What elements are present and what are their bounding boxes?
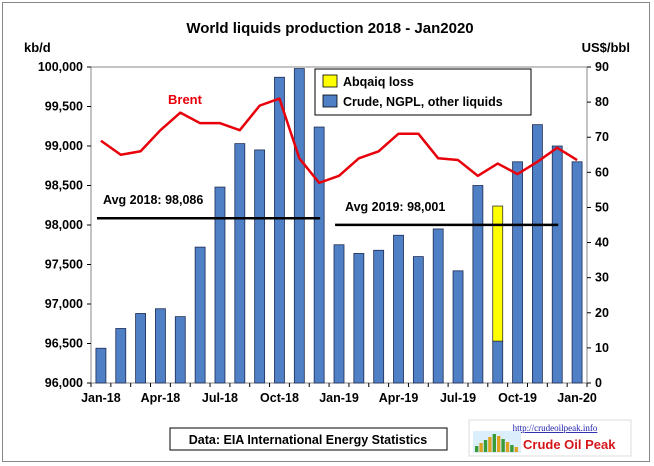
x-axis: Jan-18 Apr-18 Jul-18 Oct-18 Jan-19 Apr-19 Jul-… bbox=[81, 383, 597, 405]
logo-peak-bar bbox=[514, 447, 518, 452]
right-tick-label: 20 bbox=[595, 306, 609, 320]
bar-crude-Jan-19 bbox=[333, 244, 345, 384]
chart: World liquids production 2018 - Jan2020 … bbox=[24, 20, 632, 457]
x-tick-label: Apr-19 bbox=[379, 391, 419, 405]
bar-crude-Jun-19 bbox=[432, 228, 444, 384]
bar-crude-Jul-18 bbox=[214, 186, 226, 384]
right-tick-label: 70 bbox=[595, 130, 609, 144]
x-tick-label: Jan-19 bbox=[319, 391, 359, 405]
bar-crude-Jan-18 bbox=[95, 347, 107, 384]
right-tick-label: 40 bbox=[595, 236, 609, 250]
x-tick-label: Oct-18 bbox=[260, 391, 299, 405]
logo-peak-bar bbox=[483, 440, 488, 452]
brent-label: Brent bbox=[168, 92, 203, 107]
logo-peak-bar bbox=[479, 443, 483, 452]
bar-crude-Apr-19 bbox=[393, 234, 404, 384]
brent-series bbox=[100, 97, 578, 185]
logo-peak-bar bbox=[475, 446, 479, 452]
right-tick-label: 50 bbox=[595, 200, 609, 214]
x-tick-label: Jul-19 bbox=[440, 391, 476, 405]
legend: Abqaiq loss Crude, NGPL, other liquids bbox=[314, 68, 532, 116]
right-tick-label: 30 bbox=[595, 271, 609, 285]
logo-peak-bar bbox=[501, 439, 505, 452]
left-tick-label: 97,000 bbox=[45, 297, 83, 311]
brent-line bbox=[100, 97, 578, 185]
left-axis: 96,000 96,500 97,000 97,500 98,000 98,500 99,0… bbox=[38, 60, 91, 390]
x-tick-label: Oct-19 bbox=[498, 391, 537, 405]
bar-crude-May-19 bbox=[412, 256, 424, 384]
left-tick-label: 100,000 bbox=[38, 60, 83, 74]
logo-peak-bar bbox=[492, 434, 496, 452]
avg-label-2018: Avg 2018: 98,086 bbox=[103, 193, 203, 207]
chart-frame: World liquids production 2018 - Jan2020 … bbox=[2, 2, 650, 462]
bar-abqaiq-Sep-19 bbox=[492, 205, 504, 342]
chart-title: World liquids production 2018 - Jan2020 bbox=[186, 20, 473, 37]
bar-crude-Nov-18 bbox=[293, 68, 305, 384]
logo-peak-bar bbox=[497, 436, 501, 452]
x-tick-label: Jul-18 bbox=[202, 391, 238, 405]
right-tick-label: 0 bbox=[595, 376, 602, 390]
right-axis-unit: US$/bbl bbox=[582, 40, 630, 55]
logo-peak-bar bbox=[505, 442, 510, 452]
bar-crude-Nov-19 bbox=[532, 124, 543, 384]
left-tick-label: 98,000 bbox=[45, 218, 83, 232]
bar-crude-Mar-18 bbox=[135, 313, 147, 384]
x-tick-label: Jan-20 bbox=[557, 391, 597, 405]
avg-label-2019: Avg 2019: 98,001 bbox=[345, 200, 445, 214]
logo-peak-bar bbox=[510, 445, 514, 452]
left-tick-label: 99,500 bbox=[45, 100, 83, 114]
bar-crude-Jun-18 bbox=[194, 246, 206, 384]
bar-series bbox=[95, 68, 583, 384]
bar-crude-Dec-18 bbox=[313, 126, 325, 384]
legend-box bbox=[314, 68, 532, 116]
bar-crude-Sep-19 bbox=[492, 340, 504, 384]
right-tick-label: 90 bbox=[595, 60, 609, 74]
bar-crude-Dec-19 bbox=[551, 145, 563, 384]
left-tick-label: 96,000 bbox=[45, 376, 83, 390]
logo-peak-bar bbox=[488, 437, 492, 452]
bar-crude-Feb-18 bbox=[115, 328, 127, 384]
source-note: Data: EIA International Energy Statistic… bbox=[169, 427, 448, 451]
bar-crude-Feb-19 bbox=[353, 253, 365, 384]
source-box bbox=[169, 427, 448, 451]
bar-crude-Aug-19 bbox=[472, 185, 484, 384]
logo-name: Crude Oil Peak bbox=[523, 437, 616, 452]
left-tick-label: 98,500 bbox=[45, 179, 83, 193]
legend-label-crude: Crude, NGPL, other liquids bbox=[343, 95, 503, 109]
source-text: Data: EIA International Energy Statistic… bbox=[189, 433, 428, 447]
right-tick-label: 10 bbox=[595, 341, 609, 355]
right-tick-label: 60 bbox=[595, 165, 609, 179]
left-axis-unit: kb/d bbox=[24, 40, 51, 55]
bar-crude-May-18 bbox=[174, 316, 186, 384]
bar-crude-Sep-18 bbox=[254, 149, 266, 384]
bar-crude-Oct-18 bbox=[274, 76, 285, 384]
logo-url: http://crudeoilpeak.info bbox=[513, 423, 598, 433]
bar-crude-Jul-19 bbox=[452, 270, 464, 384]
left-tick-label: 99,000 bbox=[45, 139, 83, 153]
x-tick-label: Apr-18 bbox=[141, 391, 181, 405]
bar-crude-Apr-18 bbox=[155, 308, 166, 384]
left-tick-label: 96,500 bbox=[45, 337, 83, 351]
x-tick-label: Jan-18 bbox=[81, 391, 121, 405]
crude-oil-peak-logo: http://crudeoilpeak.info Crude Oil Peak bbox=[468, 419, 632, 457]
logo-peaks-icon bbox=[475, 434, 518, 452]
legend-swatch-crude bbox=[322, 94, 338, 108]
legend-label-abqaiq: Abqaiq loss bbox=[343, 75, 414, 89]
average-lines: Avg 2018: 98,086 Avg 2019: 98,001 bbox=[97, 193, 559, 227]
bar-crude-Oct-19 bbox=[512, 161, 523, 384]
bar-crude-Mar-19 bbox=[373, 249, 385, 384]
bar-crude-Aug-18 bbox=[234, 143, 246, 384]
legend-swatch-abqaiq bbox=[322, 74, 338, 88]
right-tick-label: 80 bbox=[595, 95, 609, 109]
bar-crude-Jan-20 bbox=[571, 161, 583, 384]
left-tick-label: 97,500 bbox=[45, 258, 83, 272]
right-axis: 0 10 20 30 40 50 60 70 80 90 bbox=[587, 60, 609, 390]
